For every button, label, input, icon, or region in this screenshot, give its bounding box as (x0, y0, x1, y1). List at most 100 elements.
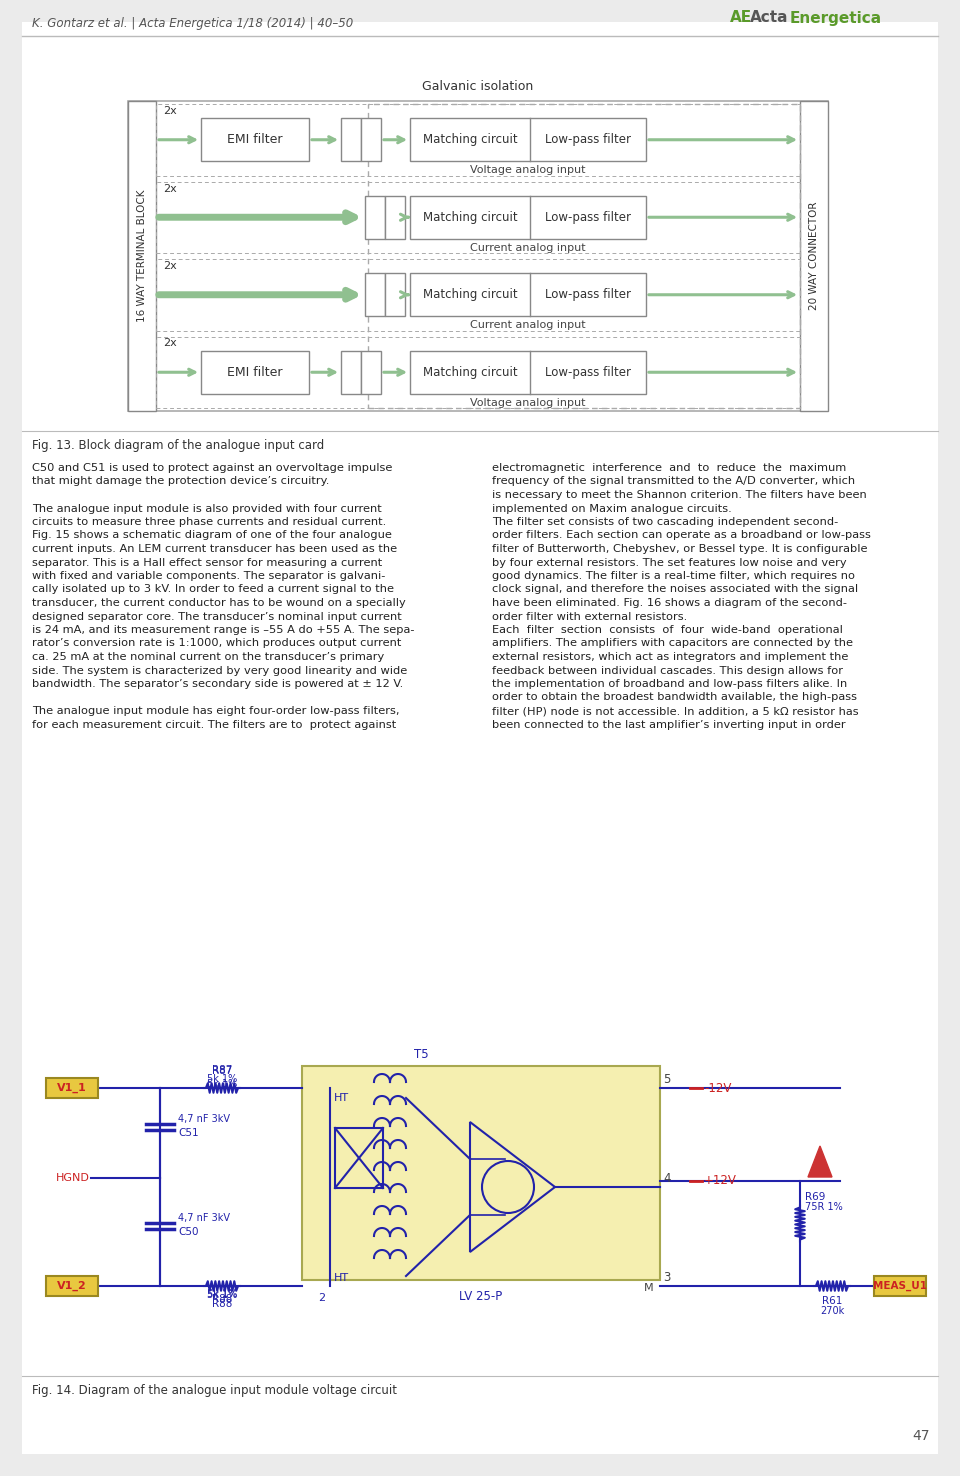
Bar (335, 1128, 383, 1188)
Text: Matching circuit: Matching circuit (422, 366, 517, 379)
Text: Matching circuit: Matching circuit (422, 133, 517, 146)
Text: been connected to the last amplifier’s inverting input in order: been connected to the last amplifier’s i… (492, 719, 846, 729)
Text: HGND: HGND (56, 1173, 90, 1182)
Text: Fig. 14. Diagram of the analogue input module voltage circuit: Fig. 14. Diagram of the analogue input m… (32, 1384, 397, 1396)
Text: rator’s conversion rate is 1:1000, which produces output current: rator’s conversion rate is 1:1000, which… (32, 639, 401, 648)
Text: 2: 2 (319, 1293, 325, 1303)
Text: 3: 3 (663, 1271, 670, 1284)
Bar (410, 196, 646, 239)
Text: 5k 1%: 5k 1% (206, 1075, 237, 1083)
Bar (341, 351, 361, 394)
Text: R87: R87 (212, 1066, 232, 1075)
Text: 4: 4 (663, 1172, 670, 1185)
Bar (156, 258, 800, 331)
Text: filter (HP) node is not accessible. In addition, a 5 kΩ resistor has: filter (HP) node is not accessible. In a… (492, 706, 858, 716)
Text: Current analog input: Current analog input (470, 242, 586, 252)
Text: 270k: 270k (820, 1306, 844, 1317)
Text: R88: R88 (212, 1299, 232, 1309)
Text: that might damage the protection device’s circuitry.: that might damage the protection device’… (32, 477, 329, 487)
Text: bandwidth. The separator’s secondary side is powered at ± 12 V.: bandwidth. The separator’s secondary sid… (32, 679, 403, 689)
Text: Current analog input: Current analog input (470, 320, 586, 331)
Text: order filter with external resistors.: order filter with external resistors. (492, 611, 687, 621)
Text: is necessary to meet the Shannon criterion. The filters have been: is necessary to meet the Shannon criteri… (492, 490, 867, 500)
Text: Energetica: Energetica (790, 10, 882, 25)
Text: V1_2: V1_2 (58, 1281, 86, 1292)
Text: cally isolated up to 3 kV. In order to feed a current signal to the: cally isolated up to 3 kV. In order to f… (32, 584, 394, 595)
Text: is 24 mA, and its measurement range is –55 A do +55 A. The sepa-: is 24 mA, and its measurement range is –… (32, 624, 415, 635)
Text: with fixed and variable components. The separator is galvani-: with fixed and variable components. The … (32, 571, 385, 582)
Text: implemented on Maxim analogue circuits.: implemented on Maxim analogue circuits. (492, 503, 732, 514)
Text: C51: C51 (178, 1128, 199, 1138)
Bar (201, 351, 309, 394)
Text: 16 WAY TERMINAL BLOCK: 16 WAY TERMINAL BLOCK (137, 190, 147, 322)
Bar (46, 1275, 98, 1296)
Bar (874, 1275, 926, 1296)
Text: 20 WAY CONNECTOR: 20 WAY CONNECTOR (809, 202, 819, 310)
Text: side. The system is characterized by very good linearity and wide: side. The system is characterized by ver… (32, 666, 407, 676)
Text: Low-pass filter: Low-pass filter (545, 366, 631, 379)
Text: R88: R88 (212, 1294, 232, 1303)
Text: separator. This is a Hall effect sensor for measuring a current: separator. This is a Hall effect sensor … (32, 558, 382, 567)
Text: EMI filter: EMI filter (228, 133, 283, 146)
Text: Fig. 15 shows a schematic diagram of one of the four analogue: Fig. 15 shows a schematic diagram of one… (32, 530, 392, 540)
Bar (361, 351, 381, 394)
Bar (302, 1066, 660, 1280)
Bar (368, 103, 800, 407)
Bar (128, 100, 828, 410)
Text: Voltage analog input: Voltage analog input (470, 397, 586, 407)
Text: order filters. Each section can operate as a broadband or low-pass: order filters. Each section can operate … (492, 530, 871, 540)
Text: Low-pass filter: Low-pass filter (545, 288, 631, 301)
Bar (365, 273, 385, 316)
Text: HT: HT (334, 1094, 349, 1103)
Text: HT: HT (334, 1272, 349, 1283)
Text: EMI filter: EMI filter (228, 366, 283, 379)
Text: R87: R87 (212, 1066, 232, 1076)
Bar (341, 118, 361, 161)
Text: R69: R69 (805, 1191, 826, 1201)
Text: order to obtain the broadest bandwidth available, the high-pass: order to obtain the broadest bandwidth a… (492, 692, 857, 703)
Text: have been eliminated. Fig. 16 shows a diagram of the second-: have been eliminated. Fig. 16 shows a di… (492, 598, 847, 608)
Text: Acta: Acta (750, 10, 788, 25)
Text: 4,7 nF 3kV: 4,7 nF 3kV (178, 1114, 230, 1125)
Text: 5k 1%: 5k 1% (206, 1079, 237, 1089)
Text: 2x: 2x (163, 106, 177, 117)
Text: clock signal, and therefore the noises associated with the signal: clock signal, and therefore the noises a… (492, 584, 858, 595)
Text: Low-pass filter: Low-pass filter (545, 133, 631, 146)
Text: good dynamics. The filter is a real-time filter, which requires no: good dynamics. The filter is a real-time… (492, 571, 855, 582)
Text: Galvanic isolation: Galvanic isolation (422, 80, 534, 93)
Bar (156, 103, 800, 176)
Text: LV 25-P: LV 25-P (460, 1290, 503, 1303)
Text: 5k 1%: 5k 1% (206, 1289, 237, 1299)
Bar (385, 196, 405, 239)
Text: external resistors, which act as integrators and implement the: external resistors, which act as integra… (492, 652, 849, 663)
Text: AE: AE (730, 10, 752, 25)
Text: Matching circuit: Matching circuit (422, 211, 517, 224)
Bar (156, 337, 800, 407)
Bar (800, 100, 828, 410)
Text: 2x: 2x (163, 261, 177, 272)
Text: 75R 1%: 75R 1% (805, 1201, 843, 1212)
Text: 5k 1%: 5k 1% (206, 1290, 237, 1300)
Text: transducer, the current conductor has to be wound on a specially: transducer, the current conductor has to… (32, 598, 406, 608)
Text: C50 and C51 is used to protect against an overvoltage impulse: C50 and C51 is used to protect against a… (32, 463, 393, 472)
Text: amplifiers. The amplifiers with capacitors are connected by the: amplifiers. The amplifiers with capacito… (492, 639, 853, 648)
Text: Low-pass filter: Low-pass filter (545, 211, 631, 224)
Text: V1_1: V1_1 (58, 1083, 86, 1094)
Text: The filter set consists of two cascading independent second-: The filter set consists of two cascading… (492, 517, 838, 527)
Text: Each  filter  section  consists  of  four  wide-band  operational: Each filter section consists of four wid… (492, 624, 843, 635)
Circle shape (482, 1162, 534, 1213)
Text: 5: 5 (663, 1073, 670, 1086)
Text: the implementation of broadband and low-pass filters alike. In: the implementation of broadband and low-… (492, 679, 848, 689)
Bar (201, 118, 309, 161)
Bar (385, 273, 405, 316)
Text: The analogue input module has eight four-order low-pass filters,: The analogue input module has eight four… (32, 706, 399, 716)
Text: ca. 25 mA at the nominal current on the transducer’s primary: ca. 25 mA at the nominal current on the … (32, 652, 384, 663)
Text: feedback between individual cascades. This design allows for: feedback between individual cascades. Th… (492, 666, 843, 676)
Bar (46, 1077, 98, 1098)
Text: +12V: +12V (704, 1175, 737, 1188)
Text: 2x: 2x (163, 183, 177, 193)
Bar (156, 182, 800, 252)
Bar (361, 118, 381, 161)
Text: electromagnetic  interference  and  to  reduce  the  maximum: electromagnetic interference and to redu… (492, 463, 847, 472)
Text: 47: 47 (913, 1429, 930, 1444)
